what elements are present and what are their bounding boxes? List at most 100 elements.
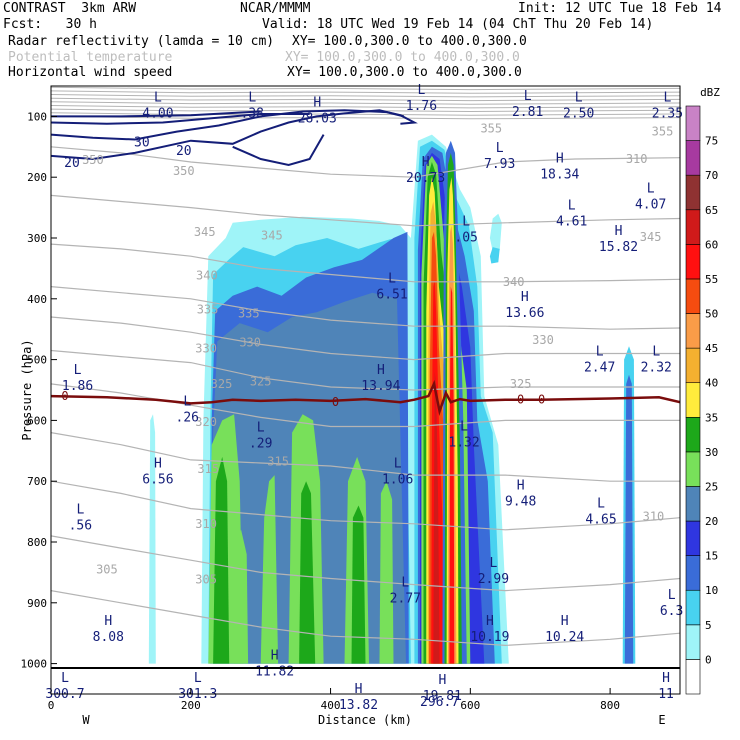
x-axis-label: Distance (km): [318, 713, 412, 727]
extremum-type-label: H: [556, 151, 564, 166]
colorbar: 0 5 10 15 20 25 30 35 40 45 50 55 60 65 70 75 dBZ: [685, 86, 720, 695]
y-axis-label: Pressure (hPa): [20, 339, 34, 440]
reflectivity-field: [148, 134, 636, 664]
extremum-marker: L7.93: [484, 141, 515, 172]
colorbar-swatch: [685, 278, 701, 314]
colorbar-tick-label: 70: [705, 169, 718, 182]
extremum-marker: H11: [658, 671, 674, 702]
extremum-value-label: 20.73: [406, 171, 445, 186]
extremum-type-label: L: [668, 588, 676, 603]
extremum-marker: L6.51: [376, 272, 407, 303]
extremum-value-label: 13.94: [361, 379, 400, 394]
theta-contour-label: 325: [211, 377, 233, 391]
extremum-type-label: L: [460, 419, 468, 434]
extremum-type-label: L: [596, 345, 604, 360]
extremum-type-label: H: [486, 614, 494, 629]
extremum-marker: L2.35: [652, 90, 683, 121]
colorbar-swatch: [685, 486, 701, 522]
extremum-type-label: H: [377, 363, 385, 378]
reflectivity-region: [624, 374, 634, 664]
extremum-marker: H10.24: [545, 614, 584, 645]
colorbar-tick-label: 45: [705, 342, 718, 355]
zero-isotherm-line: [51, 379, 680, 417]
extremum-marker: L.26: [176, 394, 199, 425]
wind-contour-label: 20: [64, 156, 80, 171]
extremum-value-label: 1.86: [62, 379, 93, 394]
theta-contour-line: [51, 480, 680, 531]
y-axis-tick-label: 100: [27, 110, 47, 123]
theta-contour-line: [51, 86, 680, 91]
reflectivity-region: [489, 247, 500, 264]
theta-contour-label: 345: [194, 225, 216, 239]
extremum-type-label: H: [422, 155, 430, 170]
colorbar-swatch: [685, 105, 701, 141]
extremum-value-label: 11.82: [255, 665, 294, 680]
extremum-marker: H20.73: [406, 155, 445, 186]
theta-contour-line: [51, 101, 680, 105]
colorbar-tick-label: 5: [705, 619, 712, 632]
theta-contour-label: 325: [250, 374, 272, 388]
extremum-type-label: H: [561, 614, 569, 629]
theta-contour-line: [51, 97, 680, 102]
colorbar-swatch: [685, 451, 701, 487]
colorbar-tick-label: 65: [705, 204, 718, 217]
extremum-type-label: L: [388, 272, 396, 287]
theta-contour-label: 330: [239, 336, 261, 350]
reflectivity-region: [351, 505, 366, 664]
field2-name: Potential temperature: [8, 50, 173, 65]
theta-contour-line: [51, 146, 680, 178]
extremum-value-label: 15.82: [599, 240, 638, 255]
extremum-type-label: L: [647, 182, 655, 197]
y-axis-tick-label: 600: [27, 414, 47, 427]
extremum-marker: H13.66: [505, 290, 544, 321]
field3-name: Horizontal wind speed: [8, 65, 173, 80]
extremum-type-label: L: [489, 556, 497, 571]
theta-contour-label: 315: [197, 462, 219, 476]
extremum-marker: L4.00: [142, 90, 173, 121]
colorbar-tick-label: 20: [705, 515, 718, 528]
extremum-value-label: 4.00: [142, 106, 173, 121]
zero-isotherm-label: 0: [332, 395, 339, 409]
extremum-type-label: L: [248, 90, 256, 105]
colorbar-tick-label: 10: [705, 584, 718, 597]
extremum-value-label: .56: [69, 519, 92, 534]
colorbar-swatch: [685, 313, 701, 349]
theta-contour-label: 315: [267, 455, 289, 469]
theta-contour-label: 305: [195, 573, 217, 587]
extremum-type-label: L: [194, 671, 202, 686]
theta-contour-label: 320: [195, 415, 217, 429]
x-axis-tick-label: 400: [321, 699, 341, 712]
colorbar-swatch: [685, 140, 701, 176]
extremum-value-label: 2.32: [641, 361, 672, 376]
extremum-marker: L.29: [249, 421, 272, 452]
extremum-value-label: 2.47: [584, 361, 615, 376]
field1-xy: XY= 100.0,300.0 to 400.0,300.0: [292, 34, 527, 49]
extremum-value-label: 4.65: [585, 513, 616, 528]
extremum-marker: L2.77: [390, 576, 421, 607]
theta-contour-label: 330: [532, 333, 554, 347]
y-axis-tick-label: 800: [27, 536, 47, 549]
theta-contour-line: [51, 349, 680, 391]
center-label: NCAR/MMMM: [240, 1, 311, 16]
extremum-marker: H13.82: [339, 682, 378, 713]
colorbar-tick-label: 50: [705, 308, 718, 321]
extremum-value-label: 2.99: [478, 572, 509, 587]
theta-contour-line: [51, 286, 680, 330]
reflectivity-region: [234, 529, 249, 664]
extremum-type-label: L: [462, 214, 470, 229]
extremum-value-label: 4.61: [556, 215, 587, 230]
field2-xy: XY= 100.0,300.0 to 400.0,300.0: [285, 50, 520, 65]
plot-frame: [50, 85, 681, 695]
extremum-type-label: L: [394, 456, 402, 471]
wind-contour-label: 30: [134, 136, 150, 151]
reflectivity-region: [379, 481, 394, 664]
extremum-marker: L2.47: [584, 345, 615, 376]
reflectivity-region: [433, 371, 440, 664]
colorbar-swatch: [685, 520, 701, 556]
extremum-marker: H13.94: [361, 363, 400, 394]
extremum-value-label: 11: [658, 687, 674, 702]
theta-contour-label: 340: [196, 269, 218, 283]
x-axis-east-label: E: [658, 713, 665, 727]
zero-isotherm-label: 0: [61, 389, 68, 403]
